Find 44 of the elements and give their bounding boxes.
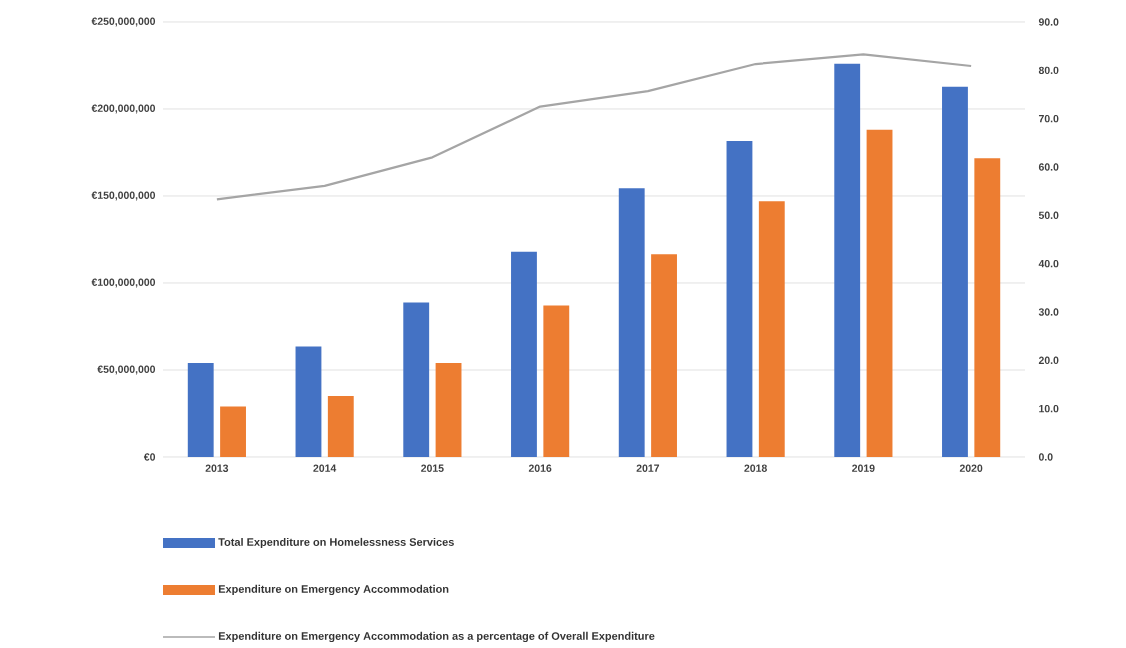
- bar: [220, 406, 246, 457]
- x-tick-label: 2017: [636, 464, 660, 472]
- y2-tick-label: 20.0: [1038, 356, 1059, 365]
- y2-tick-label: 60.0: [1038, 163, 1059, 171]
- y2-tick-label: 0.0: [1038, 453, 1053, 461]
- x-tick-label: 2020: [959, 464, 983, 472]
- line-series: [215, 53, 973, 201]
- bar: [618, 188, 645, 457]
- bar: [327, 396, 354, 457]
- y-tick-label: €100,000,000: [91, 278, 156, 288]
- y2-tick-label: 80.0: [1038, 66, 1059, 75]
- y2-tick-label: 70.0: [1038, 114, 1059, 123]
- bar: [543, 305, 570, 457]
- bar: [511, 251, 537, 457]
- legend-label: Expenditure on Emergency Accommodation as a percentage of Overall Expenditure: [218, 631, 655, 643]
- y2-tick-label: 50.0: [1038, 211, 1059, 220]
- legend-label: Expenditure on Emergency Accommodation: [218, 584, 449, 596]
- bar: [726, 141, 753, 457]
- bar: [866, 129, 893, 457]
- x-tick-label: 2018: [744, 464, 767, 472]
- y2-tick-label: 90.0: [1038, 18, 1059, 26]
- x-tick-label: 2019: [852, 464, 875, 472]
- bar: [403, 302, 430, 457]
- x-tick-label: 2013: [205, 464, 229, 472]
- bar: [942, 86, 968, 457]
- y2-tick-label: 40.0: [1038, 259, 1059, 268]
- x-tick-label: 2016: [528, 464, 552, 472]
- y2-tick-label: 30.0: [1038, 308, 1059, 316]
- y-tick-label: €250,000,000: [91, 17, 156, 27]
- y-tick-label: €50,000,000: [97, 365, 156, 375]
- y-tick-label: €0: [143, 453, 156, 461]
- x-tick-label: 2015: [421, 464, 444, 472]
- x-tick-label: 2014: [313, 464, 337, 472]
- bar: [295, 346, 322, 457]
- bar: [187, 363, 214, 457]
- y2-tick-label: 10.0: [1039, 404, 1059, 413]
- bar: [435, 363, 462, 457]
- bar: [651, 254, 677, 457]
- bar: [758, 201, 785, 457]
- y-tick-label: €150,000,000: [91, 191, 156, 201]
- bar: [974, 158, 1001, 457]
- bar: [834, 63, 861, 457]
- y-tick-label: €200,000,000: [91, 104, 156, 114]
- legend-label: Total Expenditure on Homelessness Services: [218, 537, 454, 549]
